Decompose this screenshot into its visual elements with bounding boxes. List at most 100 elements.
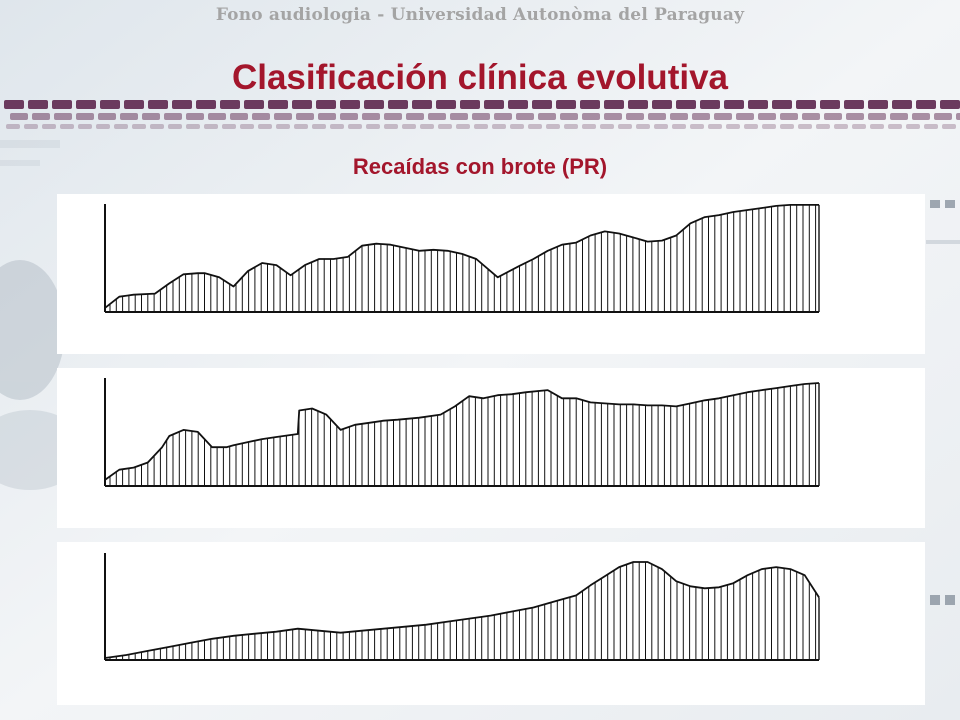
dash-segment <box>648 113 666 120</box>
dash-row <box>10 113 960 120</box>
dash-segment <box>780 113 798 120</box>
dash-segment <box>852 124 866 129</box>
dash-segment <box>4 100 24 109</box>
dash-segment <box>186 124 200 129</box>
dash-segment <box>98 113 116 120</box>
dash-segment <box>472 113 490 120</box>
chart-subtitle: Recaídas con brote (PR) <box>352 154 608 179</box>
dash-segment <box>870 124 884 129</box>
dash-segment <box>772 100 792 109</box>
dash-segment <box>78 124 92 129</box>
dash-segment <box>168 124 182 129</box>
dash-segment <box>450 113 468 120</box>
dash-segment <box>366 124 380 129</box>
dash-segment <box>120 113 138 120</box>
dash-segment <box>420 124 434 129</box>
dash-segment <box>820 100 840 109</box>
dash-segment <box>24 124 38 129</box>
dash-segment <box>942 124 956 129</box>
dash-segment <box>276 124 290 129</box>
evolution-curve <box>104 204 819 309</box>
dash-segment <box>148 100 168 109</box>
dash-segment <box>956 113 960 120</box>
chart-panel-1 <box>57 194 925 354</box>
dash-segment <box>844 100 864 109</box>
right-edge-dashes-decoration <box>926 200 960 605</box>
dashed-divider-band <box>4 100 960 129</box>
dash-segment <box>244 100 264 109</box>
dash-segment <box>384 113 402 120</box>
dash-segment <box>600 124 614 129</box>
dash-segment <box>340 100 360 109</box>
dash-segment <box>916 100 936 109</box>
dash-segment <box>362 113 380 120</box>
dash-segment <box>428 113 446 120</box>
dash-segment <box>714 113 732 120</box>
dash-segment <box>724 100 744 109</box>
dash-segment <box>546 124 560 129</box>
dash-segment <box>274 113 292 120</box>
dash-segment <box>196 100 216 109</box>
dash-segment <box>890 113 908 120</box>
dash-segment <box>252 113 270 120</box>
dash-segment <box>580 100 600 109</box>
dash-segment <box>582 124 596 129</box>
dash-segment <box>76 100 96 109</box>
dash-segment <box>340 113 358 120</box>
dash-segment <box>312 124 326 129</box>
dash-segment <box>528 124 542 129</box>
dash-segment <box>402 124 416 129</box>
dash-segment <box>690 124 704 129</box>
dash-segment <box>318 113 336 120</box>
dash-segment <box>172 100 192 109</box>
dash-row <box>4 100 960 109</box>
dash-segment <box>736 113 754 120</box>
dash-segment <box>54 113 72 120</box>
dash-segment <box>124 100 144 109</box>
dash-segment <box>388 100 408 109</box>
dash-segment <box>384 124 398 129</box>
dash-segment <box>316 100 336 109</box>
dash-segment <box>474 124 488 129</box>
dash-segment <box>780 124 794 129</box>
dash-segment <box>762 124 776 129</box>
dash-segment <box>208 113 226 120</box>
dash-segment <box>406 113 424 120</box>
dash-segment <box>240 124 254 129</box>
dash-segment <box>604 100 624 109</box>
dash-segment <box>364 100 384 109</box>
dash-segment <box>758 113 776 120</box>
dash-segment <box>508 100 528 109</box>
dash-segment <box>582 113 600 120</box>
dash-segment <box>132 124 146 129</box>
curve-hatching <box>109 383 817 486</box>
dash-segment <box>204 124 218 129</box>
evolution-curve <box>104 382 820 481</box>
dash-segment <box>846 113 864 120</box>
dash-segment <box>816 124 830 129</box>
dash-segment <box>796 100 816 109</box>
dash-segment <box>670 113 688 120</box>
dash-segment <box>438 124 452 129</box>
dash-segment <box>676 100 696 109</box>
dash-segment <box>516 113 534 120</box>
dash-segment <box>150 124 164 129</box>
dash-segment <box>164 113 182 120</box>
dash-segment <box>436 100 456 109</box>
dash-segment <box>708 124 722 129</box>
dash-segment <box>924 124 938 129</box>
dash-segment <box>460 100 480 109</box>
chart-3 <box>104 553 820 661</box>
dash-segment <box>60 124 74 129</box>
dash-segment <box>28 100 48 109</box>
dash-segment <box>604 113 622 120</box>
dash-segment <box>230 113 248 120</box>
dash-segment <box>456 124 470 129</box>
dash-segment <box>494 113 512 120</box>
chart-panel-3 <box>57 542 925 705</box>
dash-segment <box>412 100 432 109</box>
slide-title: Clasificación clínica evolutiva <box>231 58 729 97</box>
dash-segment <box>824 113 842 120</box>
dash-segment <box>52 100 72 109</box>
dash-segment <box>748 100 768 109</box>
